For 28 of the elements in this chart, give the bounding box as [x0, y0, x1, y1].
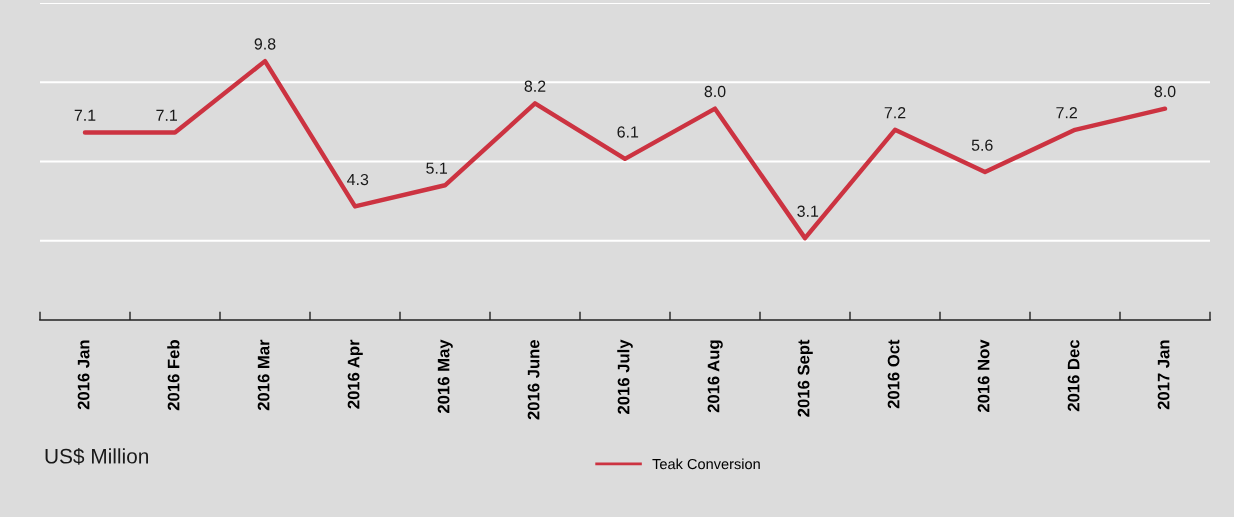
x-tick-label: 2016 Apr	[347, 339, 363, 409]
x-tick-label: 2016 Aug	[707, 340, 723, 413]
data-label: 8.2	[524, 80, 546, 92]
data-label: 9.8	[254, 38, 276, 50]
x-tick-label: 2016 June	[527, 340, 540, 420]
x-tick-label: 2016 Mar	[257, 339, 270, 411]
data-label: 8.0	[1154, 85, 1176, 98]
data-label: 4.3	[347, 173, 369, 186]
x-tick-label: 2016 Oct	[887, 339, 900, 409]
x-tick-label: 2017 Jan	[1157, 340, 1170, 410]
data-label: 7.2	[1056, 107, 1077, 119]
data-label: 3.1	[797, 205, 819, 217]
x-tick-label: 2016 Jan	[77, 340, 90, 410]
data-label: 8.0	[704, 85, 726, 98]
data-label: 5.1	[426, 162, 447, 174]
data-label: 7.1	[74, 109, 96, 121]
x-tick-label: 2016 Nov	[977, 339, 990, 413]
legend-label: Teak Conversion	[652, 458, 760, 470]
data-label: 6.1	[617, 126, 639, 138]
data-label: 7.1	[156, 109, 177, 121]
x-tick-label: 2016 Sept	[797, 339, 813, 417]
data-label: 7.2	[884, 107, 906, 119]
x-tick-label: 2016 July	[617, 339, 633, 414]
data-label: 5.6	[971, 139, 993, 151]
x-tick-label: 2016 May	[437, 339, 453, 413]
text: US$ Million	[45, 447, 148, 465]
x-tick-label: 2016 Feb	[167, 340, 180, 411]
x-tick-label: 2016 Dec	[1067, 339, 1080, 412]
